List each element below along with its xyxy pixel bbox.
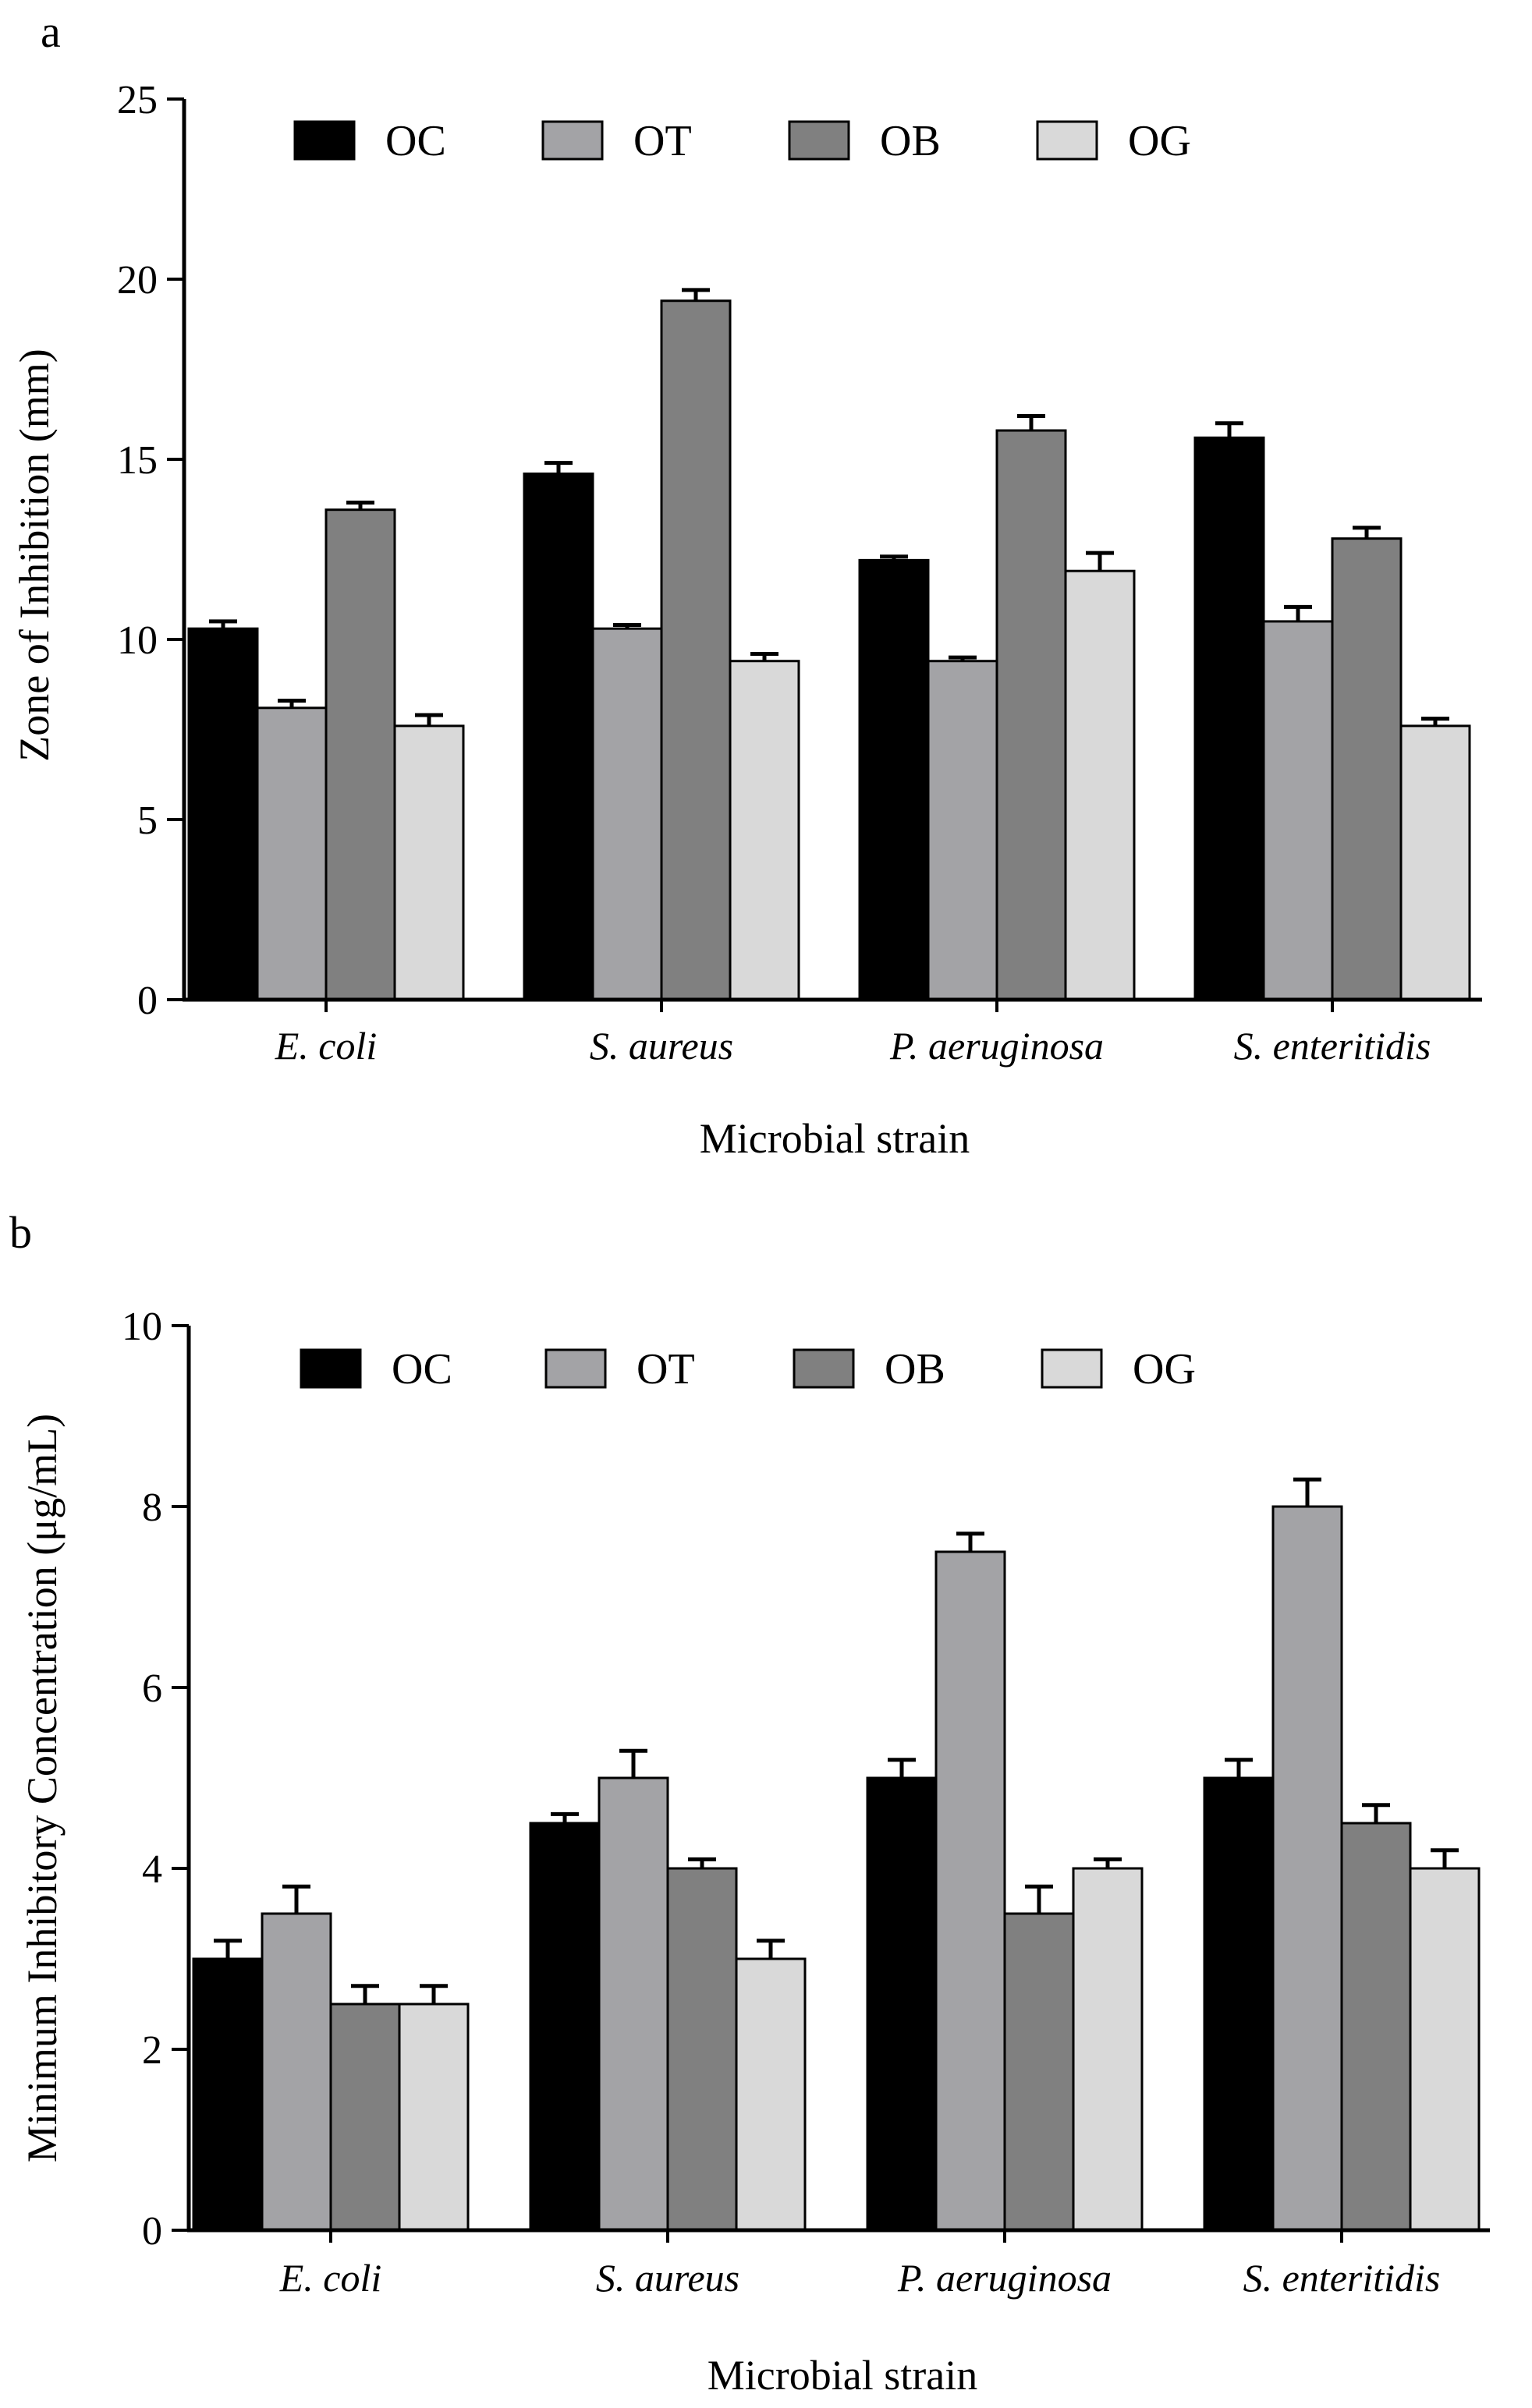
x-tick-label: P. aeruginosa	[889, 1024, 1104, 1068]
axes-panel-a: E. coli S. aureus P. aeruginosa S. enteriti…	[117, 78, 1482, 1068]
panel-letter-b: b	[9, 1207, 32, 1258]
panel-b: b OC OT OB OG E. coli S. aureus P. aeruginosa…	[9, 1207, 1490, 2399]
legend-panel-a: OC OT OB OG	[293, 117, 1191, 165]
y-tick-label: 8	[142, 1486, 162, 1530]
bar-og-1	[393, 724, 465, 1001]
bar-ot-4	[1271, 1505, 1343, 2232]
bar-oc-1	[192, 1957, 264, 2232]
y-tick-label: 20	[117, 258, 158, 303]
bar-og-1	[398, 2003, 470, 2232]
bar-oc-1	[187, 627, 259, 1001]
bar-oc-3	[858, 558, 930, 1001]
panel-letter-a: a	[41, 6, 61, 57]
bar-oc-4	[1193, 436, 1265, 1001]
legend-swatch-og	[1041, 1348, 1103, 1389]
bar-ob-3	[1003, 1912, 1075, 2232]
bar-oc-2	[529, 1822, 601, 2232]
x-tick-label: E. coli	[279, 2256, 382, 2300]
legend-swatch-ob	[793, 1348, 855, 1389]
bar-ot-3	[934, 1550, 1006, 2232]
y-tick-label: 0	[137, 979, 158, 1023]
bar-og-2	[729, 660, 800, 1001]
y-tick-label: 0	[142, 2209, 162, 2254]
legend-swatch-oc	[293, 120, 356, 161]
legend-label-ot: OT	[637, 1345, 695, 1393]
y-tick-label: 10	[122, 1305, 162, 1349]
bar-ob-1	[329, 2003, 401, 2232]
bar-ob-3	[995, 429, 1067, 1001]
x-tick-label: P. aeruginosa	[897, 2256, 1112, 2300]
legend-label-ot: OT	[633, 117, 692, 165]
bar-ot-2	[598, 1776, 669, 2232]
legend-swatch-oc	[300, 1348, 362, 1389]
y-tick-label: 15	[117, 438, 158, 483]
y-axis-title-a: Zone of Inhibition (mm)	[11, 349, 58, 761]
bar-ot-1	[261, 1912, 332, 2232]
y-tick-label: 5	[137, 799, 158, 843]
bar-ot-2	[591, 627, 663, 1001]
legend-label-ob: OB	[885, 1345, 945, 1393]
y-tick-label: 2	[142, 2028, 162, 2073]
bar-ot-3	[927, 660, 998, 1001]
bar-ot-1	[256, 706, 328, 1001]
legend-swatch-ob	[788, 120, 850, 161]
legend-label-og: OG	[1128, 117, 1191, 165]
x-tick-label: S. aureus	[596, 2256, 739, 2300]
legend-label-oc: OC	[392, 1345, 452, 1393]
bar-ob-1	[324, 508, 396, 1001]
bar-og-3	[1064, 569, 1136, 1001]
bar-og-4	[1399, 724, 1471, 1001]
legend-swatch-ot	[541, 120, 604, 161]
y-tick-label: 4	[142, 1847, 162, 1892]
y-tick-label: 10	[117, 618, 158, 663]
bar-ob-4	[1340, 1822, 1412, 2232]
bars-panel-b	[192, 1477, 1481, 2232]
bar-ob-4	[1331, 537, 1403, 1001]
bar-og-3	[1072, 1867, 1144, 2232]
bar-ob-2	[666, 1867, 738, 2232]
bar-ot-4	[1262, 620, 1334, 1001]
legend-label-oc: OC	[385, 117, 446, 165]
legend-label-og: OG	[1133, 1345, 1196, 1393]
y-tick-label: 6	[142, 1666, 162, 1711]
y-axis-title-b: Minimum Inhibitory Concentration (μg/mL)	[19, 1414, 66, 2162]
bar-og-4	[1409, 1867, 1481, 2232]
bar-og-2	[735, 1957, 807, 2232]
y-tick-label: 25	[117, 78, 158, 122]
bar-oc-2	[523, 472, 594, 1001]
x-tick-label: E. coli	[275, 1024, 378, 1068]
legend-swatch-ot	[544, 1348, 607, 1389]
x-tick-label: S. enteritidis	[1234, 1024, 1431, 1068]
bar-ob-2	[660, 299, 732, 1001]
axes-panel-b: E. coli S. aureus P. aeruginosa S. enteriti…	[122, 1305, 1490, 2300]
bars-panel-a	[187, 288, 1471, 1001]
legend-swatch-og	[1036, 120, 1098, 161]
panel-a: a OC OT OB OG E. coli S. aureus P. aeruginosa…	[11, 6, 1482, 1162]
x-tick-label: S. enteritidis	[1243, 2256, 1441, 2300]
legend-label-ob: OB	[880, 117, 941, 165]
bar-oc-4	[1203, 1776, 1275, 2232]
legend-panel-b: OC OT OB OG	[300, 1345, 1196, 1393]
x-axis-title-a: Microbial strain	[700, 1115, 970, 1162]
x-tick-label: S. aureus	[590, 1024, 733, 1068]
bar-oc-3	[866, 1776, 938, 2232]
x-axis-title-b: Microbial strain	[707, 2352, 977, 2399]
